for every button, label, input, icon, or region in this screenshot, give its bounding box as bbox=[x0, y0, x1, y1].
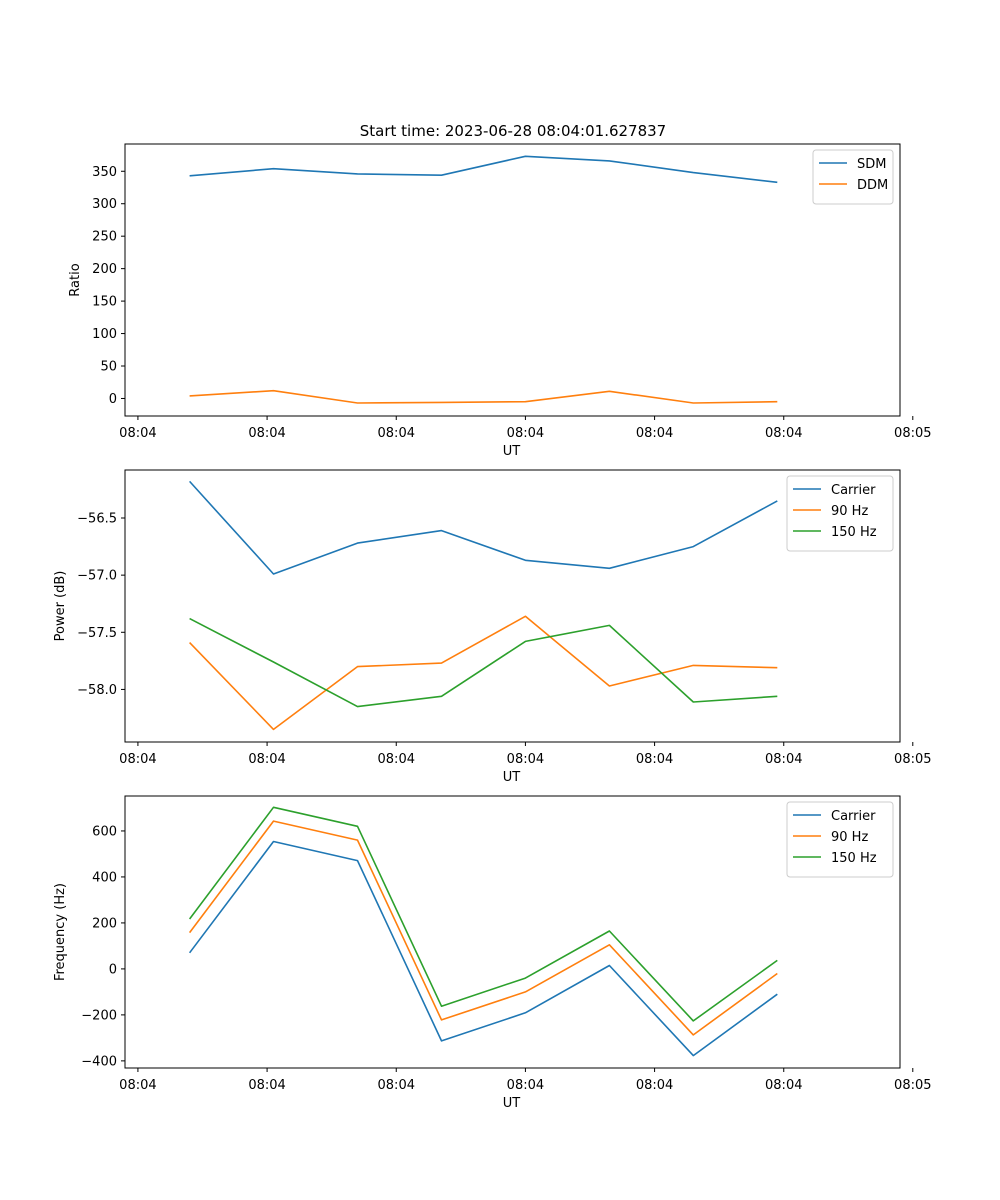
legend-box bbox=[786, 475, 894, 552]
x-axis-label: UT bbox=[503, 444, 521, 459]
x-tick-label: 08:04 bbox=[765, 1078, 802, 1093]
legend-label: 150 Hz bbox=[831, 851, 877, 866]
y-tick-label: 200 bbox=[92, 262, 117, 277]
panels: 08:04 08:04 08:04 08:04 08:04 08:04 08:05 0 50 10… bbox=[53, 143, 932, 1111]
x-tick-label: 08:04 bbox=[636, 1078, 673, 1093]
x-tick-label: 08:04 bbox=[378, 1078, 415, 1093]
legend-label: SDM bbox=[857, 157, 886, 172]
series-line-150-hz bbox=[189, 617, 778, 708]
x-tick-label: 08:04 bbox=[636, 752, 673, 767]
legend: Carrier 90 Hz 150 Hz bbox=[786, 475, 894, 552]
plot-frame bbox=[124, 795, 901, 1069]
chart-panel-1: 08:04 08:04 08:04 08:04 08:04 08:04 08:05 0 50 10… bbox=[68, 143, 932, 459]
x-tick-label: 08:04 bbox=[507, 426, 544, 441]
x-axis-label: UT bbox=[503, 1096, 521, 1111]
chart-panel-3: 08:04 08:04 08:04 08:04 08:04 08:04 08:05 −400 −… bbox=[53, 795, 932, 1111]
y-tick-label: 250 bbox=[92, 230, 117, 245]
plot-frame bbox=[124, 469, 901, 743]
x-tick-label: 08:04 bbox=[119, 752, 156, 767]
y-tick-label: −58.0 bbox=[77, 683, 117, 698]
x-tick-label: 08:04 bbox=[507, 1078, 544, 1093]
y-tick-label: 200 bbox=[92, 916, 117, 931]
y-tick-label: −57.5 bbox=[77, 626, 117, 641]
x-tick-label: 08:04 bbox=[248, 426, 285, 441]
series-line-90-hz bbox=[188, 820, 778, 1036]
y-tick-label: −200 bbox=[81, 1008, 117, 1023]
series-line-ddm bbox=[189, 389, 778, 404]
legend-label: 90 Hz bbox=[831, 504, 868, 519]
plot-frame bbox=[124, 143, 901, 417]
legend: SDM DDM bbox=[812, 149, 894, 205]
x-tick-label: 08:05 bbox=[894, 752, 931, 767]
y-tick-label: 100 bbox=[92, 327, 117, 342]
x-tick-label: 08:04 bbox=[119, 426, 156, 441]
y-tick-label: 0 bbox=[109, 962, 117, 977]
x-tick-label: 08:04 bbox=[765, 752, 802, 767]
y-tick-label: 300 bbox=[92, 197, 117, 212]
series-line-90-hz bbox=[189, 615, 778, 731]
y-tick-label: 0 bbox=[109, 392, 117, 407]
chart-panel-2: 08:04 08:04 08:04 08:04 08:04 08:04 08:05 −58.0… bbox=[53, 469, 932, 785]
x-tick-label: 08:04 bbox=[507, 752, 544, 767]
y-axis-label: Ratio bbox=[68, 263, 83, 296]
x-tick-label: 08:04 bbox=[119, 1078, 156, 1093]
y-axis-label: Power (dB) bbox=[53, 571, 68, 642]
legend-label: 90 Hz bbox=[831, 830, 868, 845]
series-line-carrier bbox=[188, 840, 778, 1057]
legend-label: DDM bbox=[857, 178, 888, 193]
series-line-150-hz bbox=[188, 806, 778, 1022]
y-tick-label: 50 bbox=[100, 360, 117, 375]
y-tick-label: 350 bbox=[92, 165, 117, 180]
y-tick-label: 600 bbox=[92, 824, 117, 839]
x-tick-label: 08:04 bbox=[378, 752, 415, 767]
x-tick-label: 08:05 bbox=[894, 1078, 931, 1093]
x-tick-label: 08:05 bbox=[894, 426, 931, 441]
y-tick-label: −56.5 bbox=[77, 512, 117, 527]
y-tick-label: 150 bbox=[92, 295, 117, 310]
x-tick-label: 08:04 bbox=[765, 426, 802, 441]
series-line-carrier bbox=[189, 480, 778, 575]
y-tick-label: −400 bbox=[81, 1054, 117, 1069]
x-tick-label: 08:04 bbox=[378, 426, 415, 441]
legend-label: Carrier bbox=[831, 809, 876, 824]
x-tick-label: 08:04 bbox=[248, 752, 285, 767]
series-line-sdm bbox=[189, 155, 778, 184]
legend-label: 150 Hz bbox=[831, 525, 877, 540]
y-tick-label: −57.0 bbox=[77, 569, 117, 584]
x-axis-label: UT bbox=[503, 770, 521, 785]
legend-box bbox=[786, 801, 894, 878]
legend-label: Carrier bbox=[831, 483, 876, 498]
y-tick-label: 400 bbox=[92, 870, 117, 885]
x-tick-label: 08:04 bbox=[636, 426, 673, 441]
figure-title: Start time: 2023-06-28 08:04:01.627837 bbox=[360, 122, 666, 140]
legend: Carrier 90 Hz 150 Hz bbox=[786, 801, 894, 878]
y-axis-label: Frequency (Hz) bbox=[53, 883, 68, 981]
x-tick-label: 08:04 bbox=[248, 1078, 285, 1093]
